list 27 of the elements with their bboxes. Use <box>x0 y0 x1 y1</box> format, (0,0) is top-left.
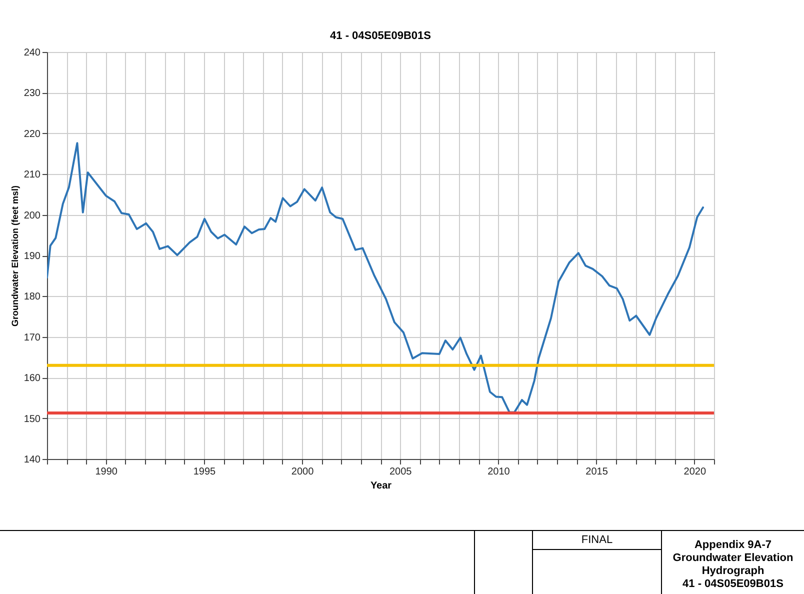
y-axis-title: Groundwater Elevation (feet msl) <box>10 185 20 327</box>
x-tick-label: 2015 <box>586 466 608 478</box>
x-tick-label: 1990 <box>95 466 118 478</box>
y-tick-label: 200 <box>24 210 41 222</box>
y-tick-label: 240 <box>24 48 41 58</box>
x-tick-label: 2020 <box>684 466 706 478</box>
y-tick-label: 210 <box>24 170 41 181</box>
x-tick-label: 1995 <box>193 466 216 478</box>
text: 41 - 04S05E09B01S <box>682 578 784 591</box>
text: Appendix 9A-7 <box>693 539 772 552</box>
y-tick-label: 150 <box>24 414 41 425</box>
line-series <box>47 142 704 414</box>
y-tick-label: 190 <box>24 251 41 262</box>
x-tick-label: 2010 <box>488 466 510 478</box>
y-tick-label: 140 <box>24 454 41 466</box>
y-tick-label: 160 <box>24 373 41 384</box>
y-tick-label: 180 <box>24 292 41 303</box>
x-axis-title: Year <box>370 480 392 492</box>
y-tick-label: 230 <box>24 88 41 100</box>
y-tick-label: 220 <box>24 128 41 140</box>
text: Groundwater Elevation <box>672 552 794 565</box>
x-tick-label: 2005 <box>389 466 412 478</box>
chart-title: 41 - 04S05E09B01S <box>330 30 431 42</box>
y-tick-label: 170 <box>24 332 41 344</box>
text: Hydrograph <box>700 565 766 578</box>
text: FINAL <box>533 531 661 550</box>
x-tick-label: 2000 <box>291 466 314 478</box>
